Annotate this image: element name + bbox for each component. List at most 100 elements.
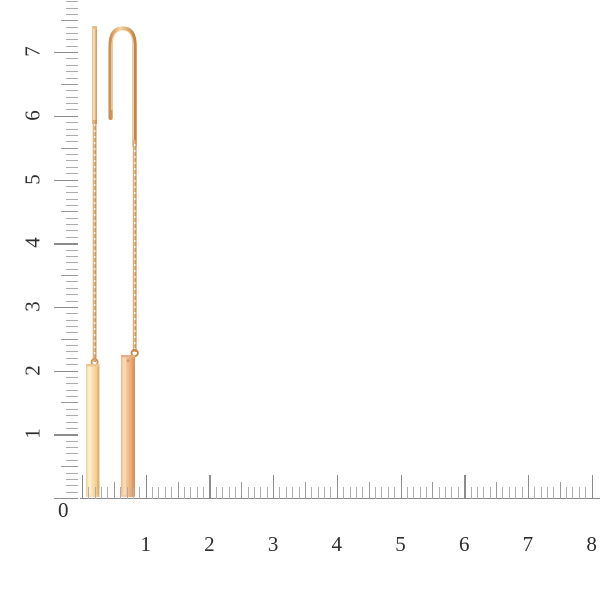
ruler-tick-minor: [66, 154, 78, 156]
ruler-tick-minor: [66, 440, 78, 442]
ruler-tick-minor: [413, 487, 415, 499]
ruler-tick-minor: [203, 487, 205, 499]
ruler-tick-minor: [292, 487, 294, 499]
ruler-tick-minor: [553, 487, 555, 499]
ruler-tick-minor: [66, 26, 78, 28]
ruler-tick-minor: [425, 487, 427, 499]
ruler-tick-minor: [66, 77, 78, 79]
ruler-tick-minor: [298, 487, 300, 499]
ruler-tick-minor: [190, 487, 192, 499]
vertical-ruler-label: 5: [20, 173, 45, 185]
ruler-tick-minor: [66, 447, 78, 449]
ruler-tick-major: [54, 370, 78, 372]
ruler-tick-minor: [66, 268, 78, 270]
ruler-tick-minor: [66, 396, 78, 398]
ruler-tick-minor: [241, 482, 243, 499]
ruler-tick-major: [527, 475, 530, 499]
ruler-tick-minor: [66, 39, 78, 41]
ruler-tick-minor: [66, 13, 78, 15]
ruler-tick-minor: [183, 487, 185, 499]
ruler-tick-minor: [66, 357, 78, 359]
ruler-tick-minor: [502, 487, 504, 499]
ruler-tick-minor: [66, 485, 78, 487]
ruler-tick-minor: [61, 211, 78, 213]
ruler-tick-minor: [66, 415, 78, 417]
ruler-tick-minor: [406, 487, 408, 499]
ruler-tick-minor: [66, 319, 78, 321]
ruler-tick-minor: [66, 230, 78, 232]
ruler-tick-minor: [66, 472, 78, 474]
ruler-tick-minor: [66, 294, 78, 296]
ruler-tick-major: [145, 475, 148, 499]
ruler-tick-minor: [515, 487, 517, 499]
ruler-tick-minor: [66, 236, 78, 238]
ruler-tick-minor: [66, 491, 78, 493]
ruler-tick-minor: [470, 487, 472, 499]
ruler-tick-minor: [362, 487, 364, 499]
ruler-tick-minor: [451, 487, 453, 499]
ruler-tick-minor: [457, 487, 459, 499]
ruler-tick-minor: [375, 487, 377, 499]
ruler-tick-minor: [355, 487, 357, 499]
ruler-tick-minor: [107, 487, 109, 499]
ruler-tick-minor: [394, 487, 396, 499]
ruler-tick-minor: [534, 487, 536, 499]
ruler-tick-major: [54, 434, 78, 436]
ruler-tick-minor: [585, 487, 587, 499]
ruler-tick-minor: [66, 122, 78, 124]
ruler-tick-minor: [66, 281, 78, 283]
ruler-tick-major: [54, 179, 78, 181]
ruler-tick-minor: [66, 421, 78, 423]
ruler-tick-minor: [432, 482, 434, 499]
ruler-tick-minor: [260, 487, 262, 499]
ruler-tick-major: [591, 475, 593, 499]
ruler-tick-minor: [94, 487, 96, 499]
ruler-tick-minor: [66, 58, 78, 60]
vertical-ruler-label: 4: [20, 237, 45, 248]
ruler-tick-minor: [139, 487, 141, 499]
ruler-tick-minor: [445, 487, 447, 499]
ruler-tick-minor: [266, 487, 268, 499]
ruler-tick-minor: [66, 32, 78, 34]
ruler-tick-minor: [228, 487, 230, 499]
ruler-tick-minor: [66, 364, 78, 366]
ruler-tick-minor: [66, 1, 78, 3]
ruler-tick-minor: [120, 487, 122, 499]
horizontal-ruler-label: 8: [586, 532, 597, 556]
ruler-tick-minor: [572, 487, 574, 499]
ruler-tick-minor: [196, 487, 198, 499]
vertical-ruler-label: 1: [20, 428, 45, 440]
ruler-tick-minor: [381, 487, 383, 499]
ruler-tick-minor: [578, 487, 580, 499]
ruler-tick-minor: [66, 204, 78, 206]
ruler-tick-minor: [171, 487, 173, 499]
ruler-tick-minor: [566, 487, 568, 499]
left-earring-bar-pendant: [86, 364, 100, 497]
ruler-tick-minor: [324, 487, 326, 499]
ruler-tick-minor: [66, 64, 78, 66]
ruler-tick-minor: [521, 487, 523, 499]
vertical-ruler-label: 2: [20, 364, 45, 376]
ruler-tick-minor: [101, 487, 103, 499]
ruler-tick-minor: [279, 487, 281, 499]
left-earring: [86, 26, 100, 497]
ruler-tick-minor: [508, 487, 510, 499]
right-earring: [108, 26, 139, 497]
ruler-tick-minor: [66, 453, 78, 455]
ruler-tick-minor: [330, 487, 332, 499]
ruler-tick-minor: [253, 487, 255, 499]
ruler-tick-minor: [419, 487, 421, 499]
ruler-tick-minor: [222, 487, 224, 499]
horizontal-ruler-label: 1: [140, 532, 151, 556]
ruler-tick-major: [54, 243, 78, 245]
vertical-ruler-label: 6: [20, 110, 45, 121]
ruler-tick-minor: [489, 487, 491, 499]
ruler-tick-minor: [66, 134, 78, 136]
ruler-tick-minor: [66, 7, 78, 9]
ruler-tick-minor: [66, 160, 78, 162]
ruler-tick-minor: [496, 482, 498, 499]
ruler-tick-minor: [66, 141, 78, 143]
horizontal-ruler-label: 2: [204, 532, 215, 556]
horizontal-ruler-label: 4: [331, 532, 343, 556]
